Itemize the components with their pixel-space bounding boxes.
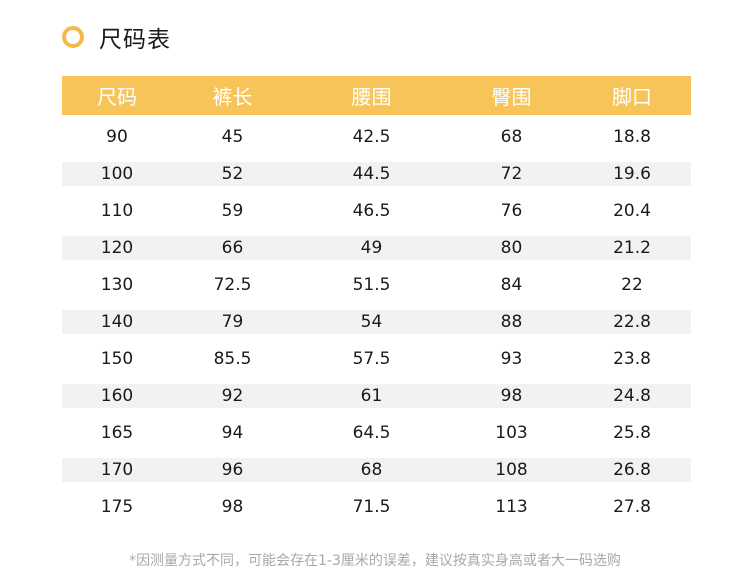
table-row: 100 52 44.5 72 19.6	[62, 155, 691, 192]
hip-cell: 84	[500, 274, 523, 295]
size-cell: 140	[100, 311, 134, 332]
pants-length-cell: 72.5	[213, 274, 252, 295]
hip-cell: 80	[500, 237, 523, 258]
pants-length-cell: 92	[221, 385, 244, 406]
hip-cell: 103	[495, 422, 528, 443]
size-cell: 90	[106, 126, 128, 147]
hem-cell: 27.8	[613, 496, 651, 517]
pants-length-cell: 79	[221, 311, 244, 332]
pants-length-cell: 98	[221, 496, 244, 517]
waist-cell: 42.5	[352, 126, 391, 147]
pants-length-cell: 66	[221, 237, 244, 258]
row-background: 165 94 64.5 103 25.8	[62, 421, 691, 445]
waist-cell: 61	[360, 385, 383, 406]
size-cell: 170	[100, 459, 134, 480]
hem-cell: 25.8	[613, 422, 651, 443]
size-cell: 100	[100, 163, 134, 184]
table-row: 90 45 42.5 68 18.8	[62, 118, 691, 155]
table-row: 170 96 68 108 26.8	[62, 451, 691, 488]
table-body: 90 45 42.5 68 18.8 100 52 44.5 72 19.6 110 59 46.5 76…	[62, 118, 691, 525]
column-header-waist: 腰围	[351, 85, 392, 109]
table-row: 130 72.5 51.5 84 22	[62, 266, 691, 303]
row-background: 170 96 68 108 26.8	[62, 457, 691, 482]
column-header-pants-length: 裤长	[212, 85, 253, 109]
hem-cell: 22.8	[613, 311, 651, 332]
column-header-hip: 臀围	[491, 85, 532, 109]
size-cell: 150	[100, 348, 134, 369]
hem-cell: 23.8	[613, 348, 651, 369]
table-row: 150 85.5 57.5 93 23.8	[62, 340, 691, 377]
waist-cell: 57.5	[352, 348, 391, 369]
row-background: 90 45 42.5 68 18.8	[62, 125, 691, 149]
hem-cell: 20.4	[613, 200, 651, 221]
pants-length-cell: 85.5	[213, 348, 252, 369]
waist-cell: 54	[360, 311, 383, 332]
table-row: 120 66 49 80 21.2	[62, 229, 691, 266]
size-cell: 160	[100, 385, 134, 406]
row-background: 140 79 54 88 22.8	[62, 309, 691, 334]
hip-cell: 76	[500, 200, 523, 221]
row-background: 160 92 61 98 24.8	[62, 383, 691, 408]
row-background: 150 85.5 57.5 93 23.8	[62, 347, 691, 371]
pants-length-cell: 52	[221, 163, 244, 184]
table-row: 110 59 46.5 76 20.4	[62, 192, 691, 229]
size-cell: 165	[100, 422, 134, 443]
hip-cell: 98	[500, 385, 523, 406]
hip-cell: 108	[495, 459, 528, 480]
waist-cell: 51.5	[352, 274, 391, 295]
hip-cell: 113	[495, 496, 528, 517]
row-background: 100 52 44.5 72 19.6	[62, 161, 691, 186]
size-cell: 175	[100, 496, 134, 517]
waist-cell: 68	[360, 459, 383, 480]
column-header-size: 尺码	[97, 85, 137, 109]
hem-cell: 19.6	[613, 163, 651, 184]
size-cell: 130	[100, 274, 134, 295]
page-title: 尺码表	[99, 27, 171, 53]
table-row: 160 92 61 98 24.8	[62, 377, 691, 414]
waist-cell: 44.5	[352, 163, 391, 184]
hem-cell: 21.2	[613, 237, 651, 258]
table-row: 165 94 64.5 103 25.8	[62, 414, 691, 451]
pants-length-cell: 45	[221, 126, 244, 147]
row-background: 120 66 49 80 21.2	[62, 235, 691, 260]
waist-cell: 49	[360, 237, 383, 258]
row-background: 175 98 71.5 113 27.8	[62, 495, 691, 519]
hem-cell: 26.8	[613, 459, 651, 480]
pants-length-cell: 94	[221, 422, 244, 443]
table-row: 175 98 71.5 113 27.8	[62, 488, 691, 525]
pants-length-cell: 96	[221, 459, 244, 480]
waist-cell: 71.5	[352, 496, 391, 517]
hip-cell: 72	[500, 163, 523, 184]
hip-cell: 68	[500, 126, 523, 147]
size-cell: 120	[100, 237, 134, 258]
waist-cell: 46.5	[352, 200, 391, 221]
pants-length-cell: 59	[221, 200, 244, 221]
page-header: 尺码表	[62, 22, 171, 53]
hip-cell: 88	[500, 311, 523, 332]
table-header-row: 尺码 裤长 腰围 臀围 脚口	[62, 76, 691, 115]
size-table: 尺码 裤长 腰围 臀围 脚口 90 45 42.5 68 18.8 100 52 44.5 72…	[62, 76, 691, 525]
row-background: 130 72.5 51.5 84 22	[62, 273, 691, 297]
hip-cell: 93	[500, 348, 523, 369]
table-row: 140 79 54 88 22.8	[62, 303, 691, 340]
column-header-hem: 脚口	[612, 85, 652, 109]
ring-icon	[62, 26, 84, 48]
footnote: *因测量方式不同，可能会存在1-3厘米的误差，建议按真实身高或者大一码选购	[129, 553, 621, 569]
hem-cell: 22	[621, 274, 643, 295]
hem-cell: 18.8	[613, 126, 651, 147]
size-cell: 110	[100, 200, 134, 221]
waist-cell: 64.5	[352, 422, 391, 443]
hem-cell: 24.8	[613, 385, 651, 406]
row-background: 110 59 46.5 76 20.4	[62, 199, 691, 223]
